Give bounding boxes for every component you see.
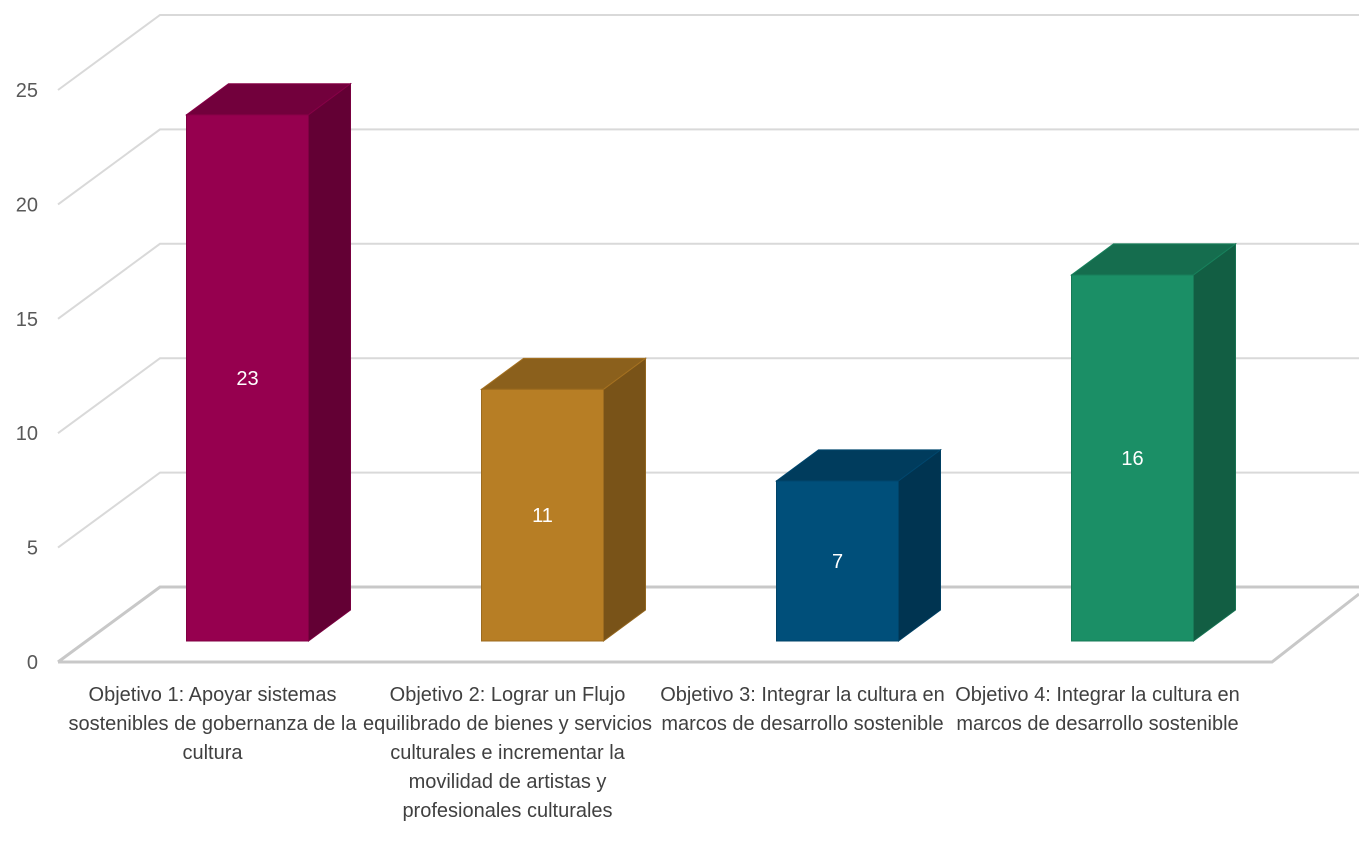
bar-front-face [1071,274,1194,642]
gridline [57,357,1359,435]
bar: 23 [184,82,353,642]
y-tick-label: 25 [16,80,38,102]
y-tick-label: 20 [16,194,38,216]
gridline [57,242,1359,320]
bar-front-face [481,388,604,642]
y-tick-label: 0 [27,652,38,674]
bar-front-face [776,480,899,642]
data-label: 16 [1121,448,1143,470]
bar: 11 [479,357,648,642]
floor-front-edge [58,592,1359,664]
x-tick-label: Objetivo 2: Lograr un Flujo equilibrado … [362,684,653,822]
x-tick-label: Objetivo 4: Integrar la cultura en marco… [955,684,1240,735]
y-tick-label: 5 [27,538,38,560]
x-tick-label: Objetivo 3: Integrar la cultura en marco… [660,684,945,735]
y-axis: 0 5 10 15 20 25 [16,80,38,674]
grid-layer [57,14,1359,664]
x-tick-label: Objetivo 1: Apoyar sistemas sostenibles … [68,684,357,764]
bar: 16 [1069,242,1238,642]
gridline [57,128,1359,206]
bar-front-face [186,114,309,642]
gridline [57,14,1359,91]
bars-layer: 23 11 7 16 [184,82,1238,642]
floor-back-edge [57,585,1359,664]
bar-side-face [308,82,351,642]
bar-side-face [603,357,646,642]
gridline [57,471,1359,549]
y-tick-label: 15 [16,309,38,331]
bar-side-face [898,448,941,642]
y-tick-label: 10 [16,423,38,445]
data-label: 11 [532,505,553,527]
bar-side-face [1193,242,1236,642]
data-label: 23 [236,368,258,390]
data-label: 7 [832,551,843,573]
bar: 7 [774,448,943,642]
